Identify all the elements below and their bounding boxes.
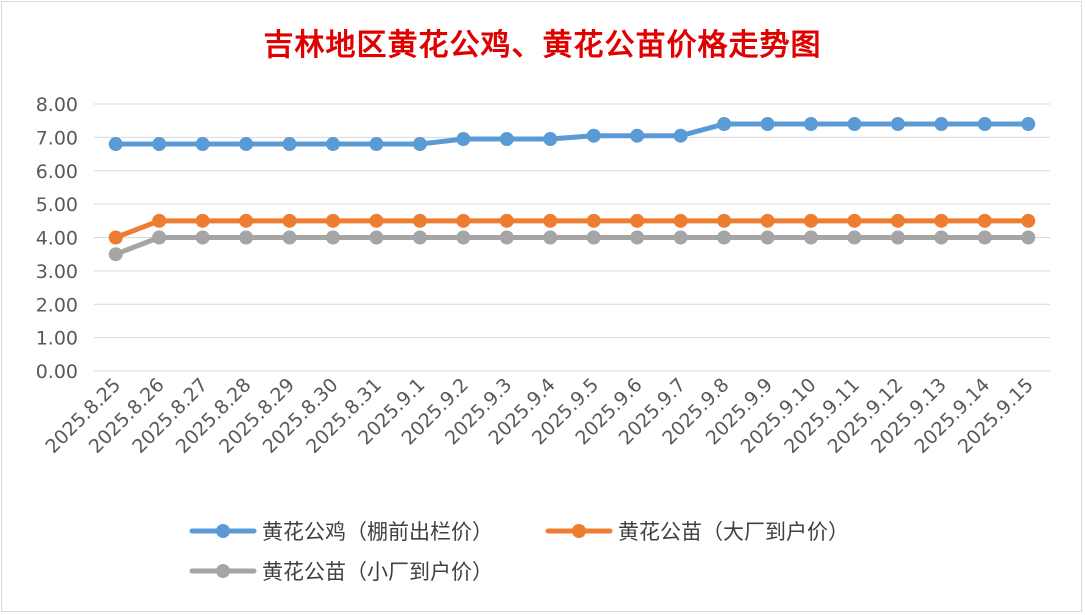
chart-title: 吉林地区黄花公鸡、黄花公苗价格走势图 [263,28,822,63]
y-tick-label: 8.00 [36,94,78,116]
y-tick-label: 6.00 [36,161,78,183]
data-point [760,213,775,228]
data-point [630,230,645,245]
legend-label: 黄花公鸡（棚前出栏价） [262,520,493,544]
data-point [977,117,992,132]
legend-marker [572,524,586,538]
data-point [890,230,905,245]
y-tick-label: 1.00 [36,328,78,350]
data-point [108,137,123,152]
data-point [586,230,601,245]
series-line [113,235,1031,257]
data-point [847,117,862,132]
data-point [890,117,905,132]
data-point [977,230,992,245]
data-point [239,137,254,152]
data-point [369,137,384,152]
data-point [326,137,340,152]
data-point [717,117,732,132]
legend-marker [216,564,230,578]
data-point [326,230,340,245]
data-point [1021,213,1036,228]
data-point [543,230,558,245]
y-tick-label: 2.00 [36,294,78,316]
data-point [152,213,167,228]
data-point [804,117,818,132]
data-point [499,230,514,245]
data-point [586,213,601,228]
data-point [586,128,601,143]
data-point [195,230,210,245]
y-tick-label: 3.00 [36,261,78,283]
data-point [673,213,688,228]
data-point [412,213,427,228]
series-line [113,218,1031,240]
data-point [977,213,992,228]
y-tick-label: 0.00 [36,361,78,383]
data-point [760,117,775,132]
data-point [282,137,297,152]
data-point [804,230,818,245]
series-line [113,121,1031,147]
data-point [456,213,471,228]
data-point [369,230,384,245]
data-point [195,213,210,228]
data-point [934,230,949,245]
data-point [282,230,297,245]
data-point [630,128,645,143]
data-point [847,213,862,228]
data-point [195,137,210,152]
data-point [412,230,427,245]
data-point [326,213,340,228]
data-point [456,132,471,147]
data-point [499,213,514,228]
data-point [934,117,949,132]
data-point [1021,117,1036,132]
data-point [499,132,514,147]
data-point [543,213,558,228]
y-tick-label: 7.00 [36,127,78,149]
data-point [152,230,167,245]
legend-label: 黄花公苗（大厂到户价） [618,520,849,544]
data-point [847,230,862,245]
data-point [543,132,558,147]
data-point [1021,230,1036,245]
data-point [673,230,688,245]
legend-label: 黄花公苗（小厂到户价） [262,560,493,584]
data-point [108,230,123,245]
data-point [108,247,123,262]
data-point [717,213,732,228]
data-point [717,230,732,245]
data-point [630,213,645,228]
legend-marker [216,524,230,538]
y-tick-label: 4.00 [36,228,78,250]
data-point [760,230,775,245]
data-point [369,213,384,228]
data-point [412,137,427,152]
data-point [804,213,818,228]
data-point [456,230,471,245]
y-tick-label: 5.00 [36,194,78,216]
data-point [282,213,297,228]
data-point [152,137,167,152]
data-point [239,230,254,245]
data-point [673,128,688,143]
data-point [890,213,905,228]
data-point [934,213,949,228]
data-point [239,213,254,228]
